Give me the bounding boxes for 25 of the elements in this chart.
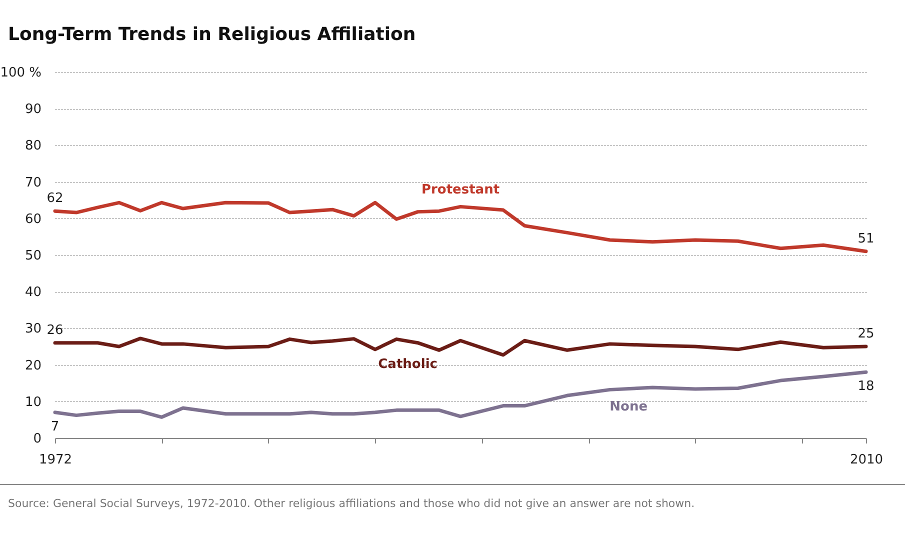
line-series: [53, 336, 868, 357]
y-tick-label: 70: [24, 175, 42, 190]
data-label: 51: [858, 231, 874, 246]
x-tick-label: 2010: [850, 452, 884, 468]
y-tick-label: 10: [24, 394, 42, 410]
y-tick-label: 0: [33, 432, 42, 446]
series-label: Catholic: [378, 356, 438, 372]
y-tick-label: 20: [24, 358, 42, 374]
chart-title: Long-Term Trends in Religious Affiliation: [8, 24, 416, 45]
data-label: 25: [858, 326, 874, 342]
y-tick-label: 50: [24, 248, 42, 264]
y-tick-label: 80: [24, 138, 42, 154]
series-label: Protestant: [421, 182, 500, 198]
y-tick-label: 90: [24, 102, 42, 118]
source-note: Source: General Social Surveys, 1972-2010. Other religious affiliations and those who did not give an answer are not shown.: [8, 497, 695, 510]
data-label: 7: [50, 419, 60, 434]
y-tick-label: 100 %: [0, 66, 42, 80]
series-label: None: [610, 399, 648, 414]
data-label: 26: [46, 322, 64, 338]
y-tick-label: 60: [24, 212, 42, 227]
data-label: 18: [858, 379, 874, 394]
x-tick-label: 1972: [38, 452, 72, 468]
y-tick-label: 40: [24, 285, 42, 300]
y-tick-label: 30: [24, 322, 42, 337]
data-label: 62: [46, 191, 64, 206]
